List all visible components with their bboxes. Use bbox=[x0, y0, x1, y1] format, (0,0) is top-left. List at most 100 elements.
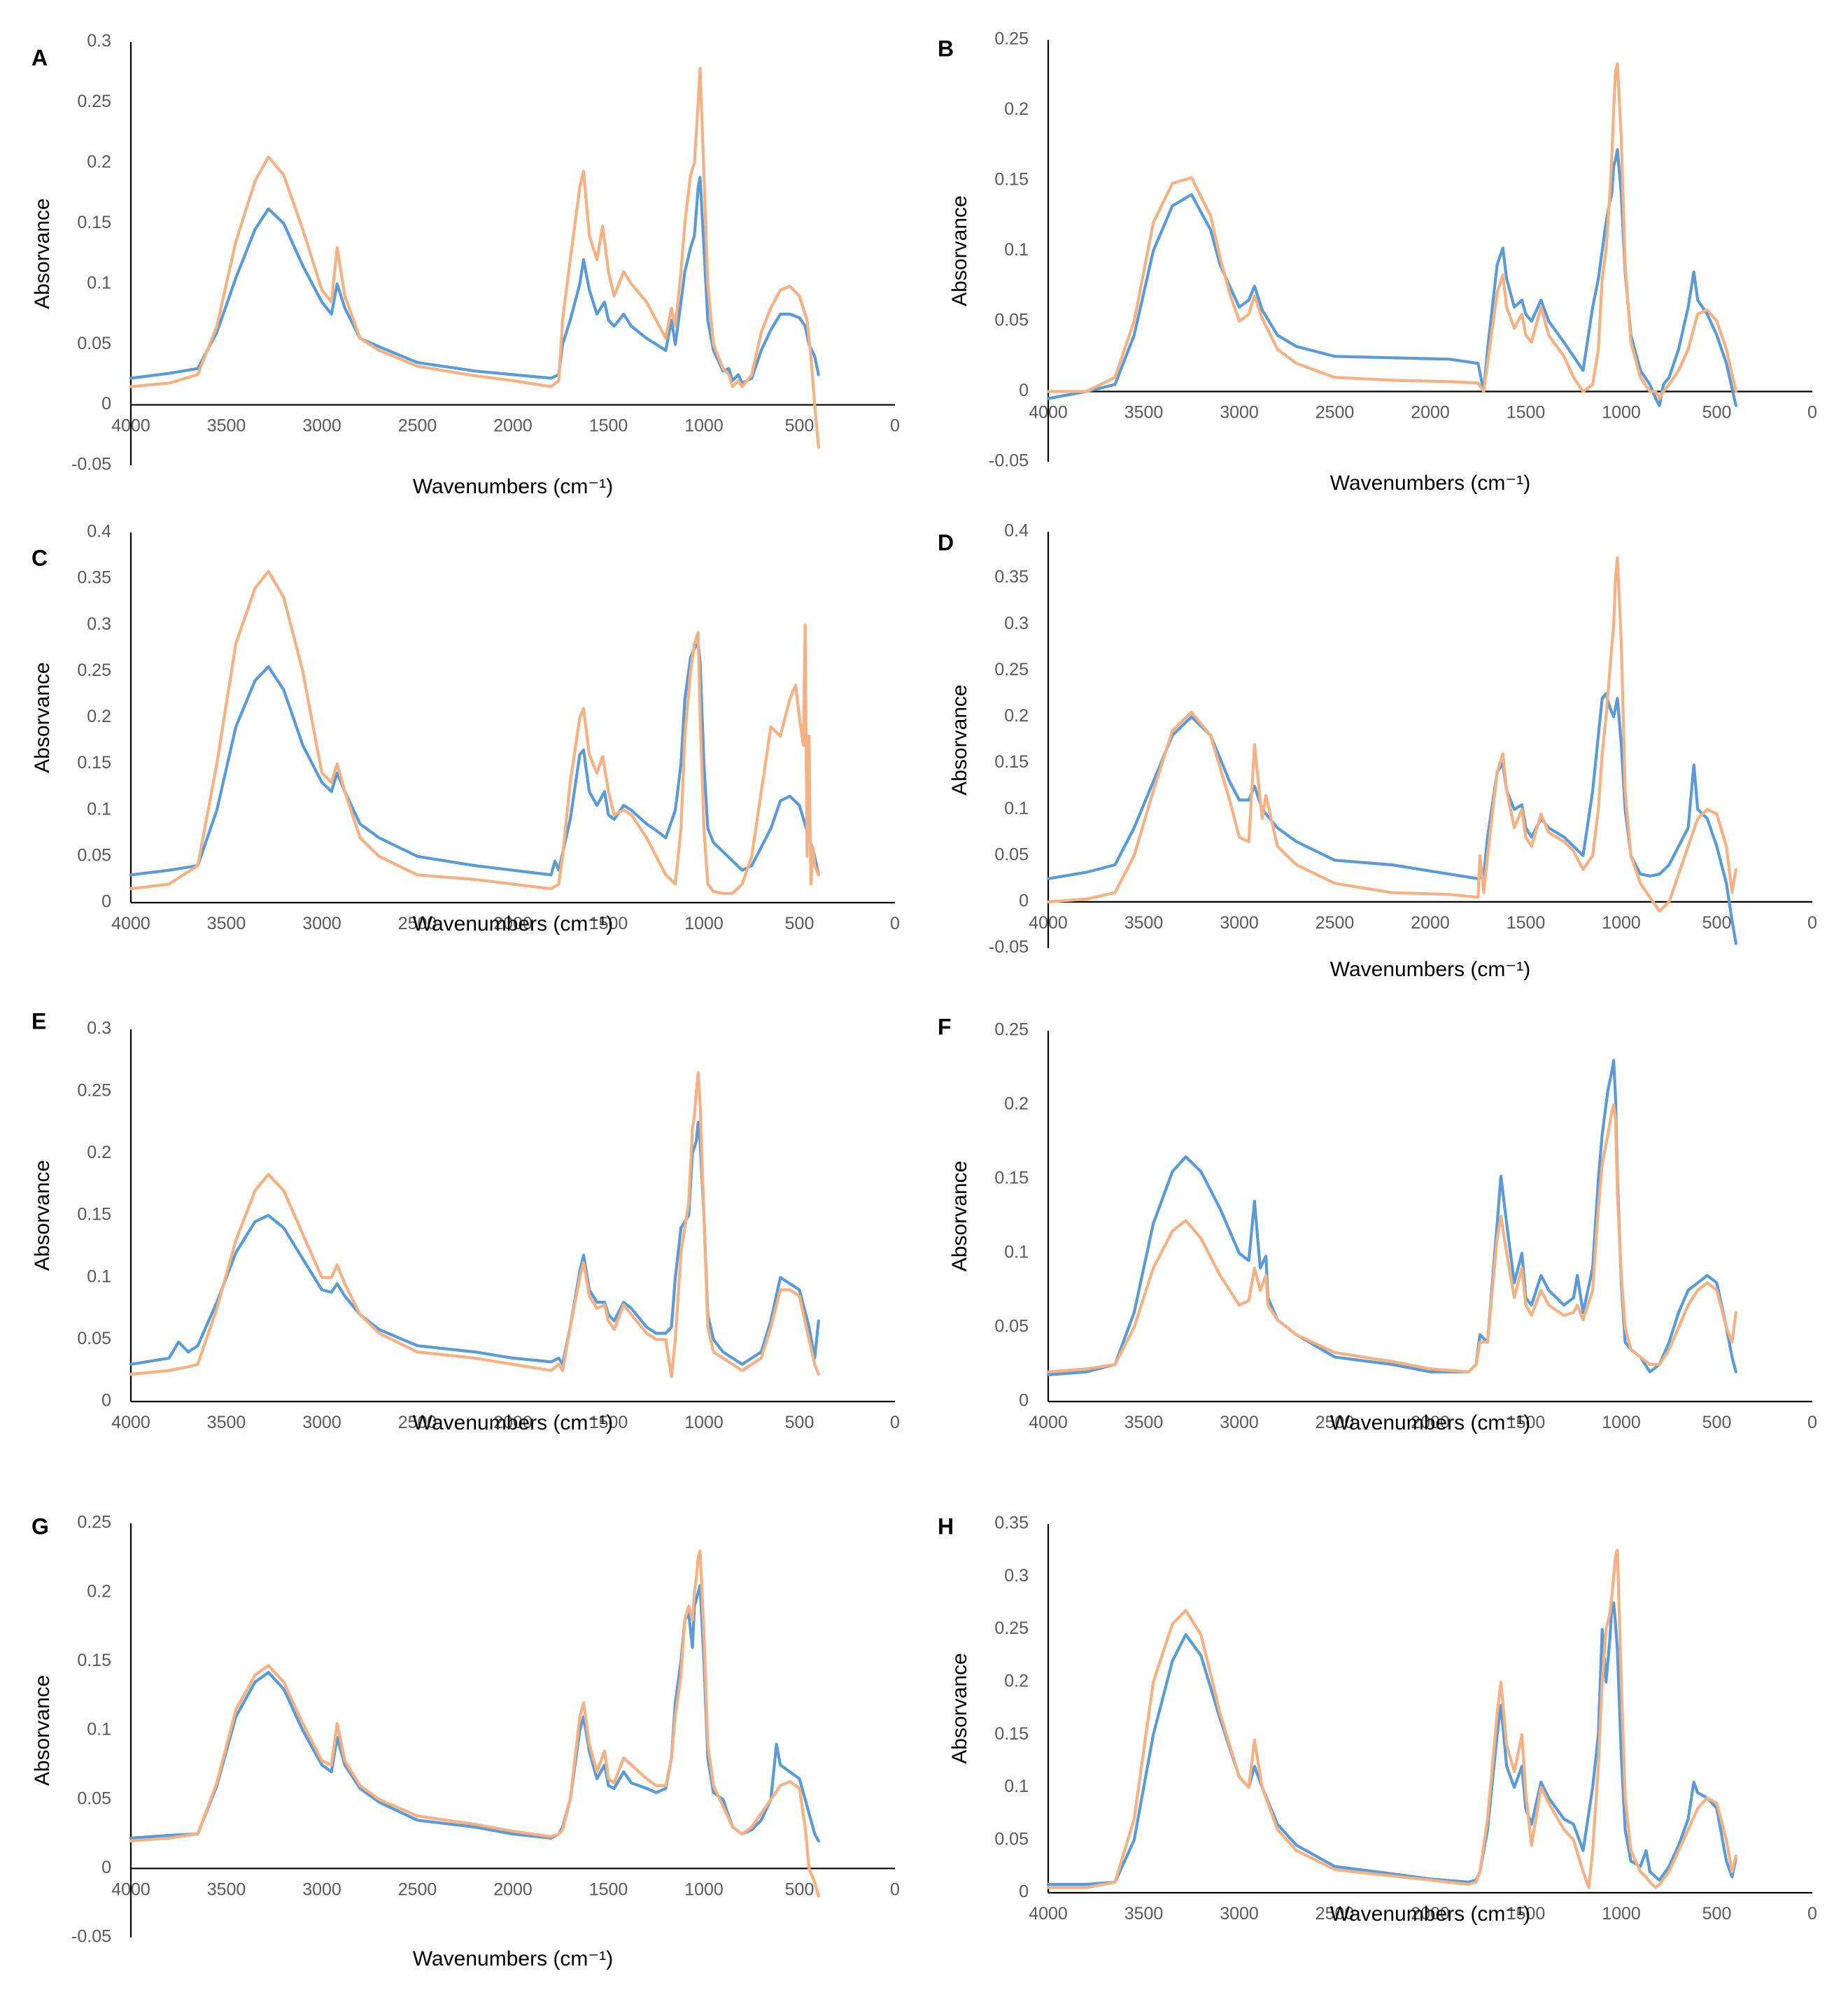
y-tick-label: 0 bbox=[101, 394, 111, 414]
x-tick-label: 0 bbox=[1807, 403, 1817, 423]
x-tick-label: 3500 bbox=[1124, 1413, 1164, 1432]
x-tick-label: 0 bbox=[890, 416, 900, 436]
y-tick-label: -0.05 bbox=[989, 938, 1029, 957]
x-tick-label: 1000 bbox=[684, 1879, 724, 1899]
x-tick-label: 2500 bbox=[1316, 1904, 1355, 1924]
y-tick-label: 0.25 bbox=[77, 661, 111, 680]
y-tick-label: 0.2 bbox=[87, 1581, 111, 1601]
x-tick-label: 1500 bbox=[589, 914, 628, 933]
x-tick-label: 4000 bbox=[111, 1879, 150, 1899]
x-tick-label: 500 bbox=[1702, 913, 1732, 933]
y-tick-label: 0.05 bbox=[994, 1829, 1029, 1849]
y-tick-label: 0.2 bbox=[87, 707, 111, 726]
x-tick-label: 1000 bbox=[1602, 913, 1641, 933]
panel-letter: F bbox=[938, 1014, 952, 1039]
y-tick-label: 0.05 bbox=[77, 845, 111, 865]
x-tick-label: 2500 bbox=[398, 1879, 437, 1899]
x-axis-title: Wavenumbers (cm⁻¹) bbox=[413, 912, 613, 936]
x-tick-label: 2000 bbox=[1411, 1904, 1450, 1924]
x-tick-label: 1500 bbox=[1507, 1904, 1546, 1924]
x-tick-label: 0 bbox=[890, 1413, 900, 1432]
y-axis-title: Absorvance bbox=[31, 662, 54, 772]
x-tick-label: 500 bbox=[1702, 403, 1732, 423]
x-axis-title: Wavenumbers (cm⁻¹) bbox=[413, 1411, 613, 1434]
series-line-blue bbox=[1046, 692, 1737, 945]
y-tick-label: 0.35 bbox=[994, 1513, 1029, 1533]
x-tick-label: 2000 bbox=[493, 1413, 532, 1432]
x-tick-label: 2000 bbox=[1411, 403, 1450, 423]
series-line-orange bbox=[129, 1071, 820, 1378]
y-tick-label: -0.05 bbox=[989, 451, 1029, 471]
y-tick-label: 0.35 bbox=[994, 567, 1029, 587]
series-line-orange bbox=[1046, 1548, 1737, 1889]
x-tick-label: 500 bbox=[1702, 1904, 1732, 1924]
y-tick-label: 0.3 bbox=[87, 31, 111, 51]
x-tick-label: 1000 bbox=[684, 914, 724, 933]
x-tick-label: 4000 bbox=[1029, 403, 1068, 423]
y-tick-label: 0.25 bbox=[994, 660, 1029, 679]
series-line-orange bbox=[1046, 556, 1737, 913]
series-line-blue bbox=[129, 176, 820, 385]
x-axis-title: Wavenumbers (cm⁻¹) bbox=[1330, 958, 1530, 981]
x-tick-label: 2500 bbox=[1316, 913, 1355, 933]
panel-e: E 0 0.05 0.1 0.15 0.2 0.25 0.3 4000 3500 3000 2500 2… bbox=[31, 1008, 900, 1434]
x-tick-label: 0 bbox=[890, 914, 900, 933]
panel-letter: A bbox=[31, 45, 48, 70]
panel-letter: D bbox=[938, 530, 954, 555]
y-tick-label: 0 bbox=[1019, 891, 1029, 910]
x-tick-label: 3500 bbox=[207, 1879, 246, 1899]
x-tick-label: 1500 bbox=[1507, 403, 1546, 423]
y-tick-label: 0.4 bbox=[87, 522, 111, 542]
x-tick-label: 0 bbox=[1807, 913, 1817, 933]
y-tick-label: 0.15 bbox=[77, 213, 111, 232]
panel-b: B -0.05 0 0.05 0.1 0.15 0.2 0.25 4000 3500 3000 250… bbox=[938, 29, 1817, 495]
y-tick-label: 0.05 bbox=[77, 334, 111, 353]
panel-f: F 0 0.05 0.1 0.15 0.2 0.25 4000 3500 3000 2500 2000… bbox=[938, 1014, 1817, 1434]
x-tick-label: 4000 bbox=[111, 416, 150, 436]
y-tick-label: 0.2 bbox=[1004, 1671, 1029, 1691]
y-tick-label: 0 bbox=[101, 892, 111, 912]
series-line-orange bbox=[129, 66, 820, 449]
x-tick-label: 2500 bbox=[398, 1413, 437, 1432]
y-tick-label: 0 bbox=[101, 1391, 111, 1411]
x-tick-label: 3000 bbox=[302, 1413, 341, 1432]
y-tick-label: 0.3 bbox=[87, 614, 111, 634]
x-tick-label: 1500 bbox=[1507, 1413, 1546, 1432]
y-axis-title: Absorvance bbox=[31, 1160, 54, 1271]
y-tick-label: 0.05 bbox=[77, 1788, 111, 1808]
y-axis-title: Absorvance bbox=[948, 1653, 971, 1763]
x-tick-label: 2000 bbox=[493, 914, 532, 933]
y-tick-label: 0.2 bbox=[1004, 99, 1029, 119]
y-tick-label: 0.3 bbox=[87, 1019, 111, 1038]
x-tick-label: 500 bbox=[785, 914, 814, 933]
x-tick-label: 500 bbox=[785, 416, 814, 436]
y-tick-label: 0.15 bbox=[994, 1169, 1029, 1188]
series-line-orange bbox=[1046, 1103, 1737, 1374]
y-tick-label: 0.25 bbox=[77, 1080, 111, 1100]
y-tick-label: 0.4 bbox=[1004, 521, 1029, 541]
x-tick-label: 3000 bbox=[1220, 1413, 1259, 1432]
x-tick-label: 1500 bbox=[589, 1413, 628, 1432]
series-line-blue bbox=[1046, 1059, 1737, 1376]
y-tick-label: 0.05 bbox=[994, 845, 1029, 864]
panel-a: A -0.05 0 0.05 0.1 0.15 0.2 0.25 0.3 4000 3500 3000… bbox=[31, 31, 900, 498]
y-tick-label: 0.25 bbox=[994, 29, 1029, 49]
y-tick-label: 0.1 bbox=[87, 273, 111, 292]
x-tick-label: 4000 bbox=[1029, 1904, 1068, 1924]
y-tick-label: 0.1 bbox=[1004, 240, 1029, 260]
x-tick-label: 500 bbox=[785, 1413, 814, 1432]
y-tick-label: 0.3 bbox=[1004, 614, 1029, 633]
x-tick-label: 3500 bbox=[207, 914, 246, 933]
y-tick-label: 0.25 bbox=[994, 1618, 1029, 1638]
y-axis-title: Absorvance bbox=[31, 1675, 54, 1786]
y-tick-label: 0.15 bbox=[77, 753, 111, 772]
x-tick-label: 2500 bbox=[398, 914, 437, 933]
series-line-blue bbox=[1046, 148, 1737, 407]
y-tick-label: 0.35 bbox=[77, 568, 111, 588]
y-tick-label: 0.15 bbox=[77, 1205, 111, 1225]
y-tick-label: 0 bbox=[1019, 1882, 1029, 1902]
y-tick-label: 0.05 bbox=[994, 1317, 1029, 1336]
x-tick-label: 2500 bbox=[1316, 403, 1355, 423]
y-tick-label: 0.15 bbox=[994, 1724, 1029, 1744]
